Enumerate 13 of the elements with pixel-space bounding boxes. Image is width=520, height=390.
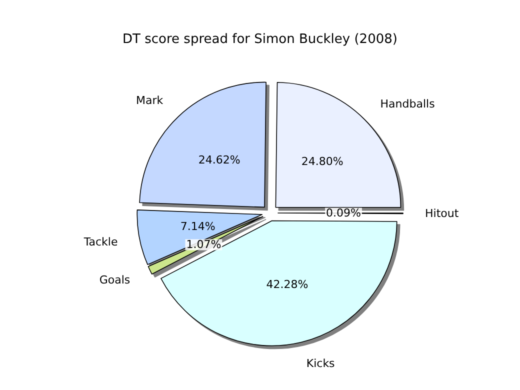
slice-label: Handballs (380, 98, 436, 111)
data-label: 42.28% (266, 278, 308, 291)
data-label: 24.80% (301, 154, 344, 168)
slice-label: Mark (136, 94, 164, 108)
data-label: 1.07% (186, 238, 222, 252)
data-label: 7.14% (180, 220, 216, 234)
slice-label: Tackle (82, 235, 118, 248)
chart-title: DT score spread for Simon Buckley (2008) (122, 32, 398, 47)
slice-label: Hitout (425, 206, 460, 220)
slice-label: Kicks (306, 357, 336, 370)
data-label: 24.62% (198, 153, 240, 166)
slice-label: Goals (99, 273, 130, 286)
data-label: 0.09% (326, 206, 361, 220)
